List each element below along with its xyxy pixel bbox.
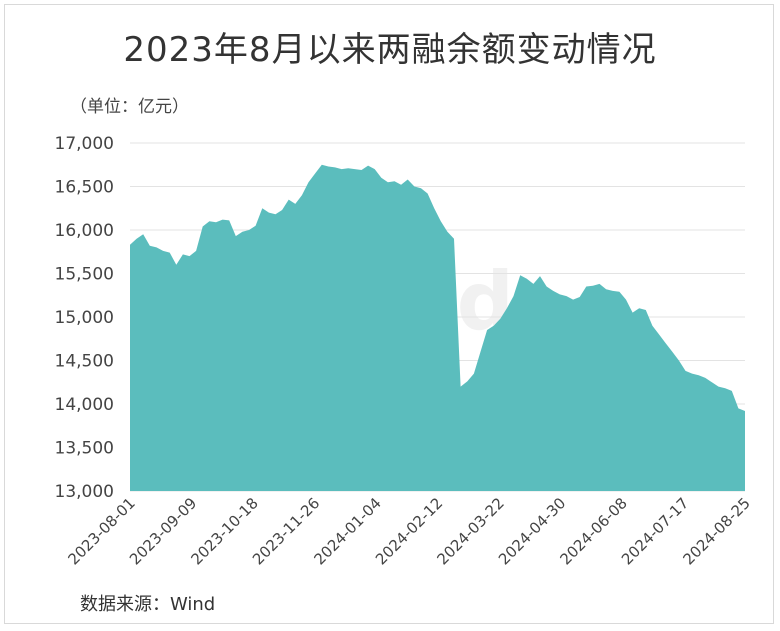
- y-tick-label: 16,500: [55, 178, 114, 198]
- margin-balance-area: [130, 164, 745, 492]
- source-note: 数据来源：Wind: [80, 594, 216, 615]
- chart-title: 2023年8月以来两融余额变动情况: [123, 30, 657, 70]
- y-tick-label: 13,000: [55, 482, 114, 502]
- area-series: [130, 164, 745, 492]
- y-tick-label: 15,500: [55, 265, 114, 285]
- y-tick-label: 13,500: [55, 439, 114, 459]
- y-tick-label: 14,000: [55, 395, 114, 415]
- y-tick-label: 15,000: [55, 308, 114, 328]
- y-axis: 13,000 13,500 14,000 14,500 15,000 15,500 16,0…: [55, 134, 114, 502]
- y-tick-label: 17,000: [55, 134, 114, 154]
- y-tick-label: 14,500: [55, 352, 114, 372]
- y-tick-label: 16,000: [55, 221, 114, 241]
- x-axis: 2023-08-012023-09-092023-10-182023-11-26…: [64, 494, 753, 568]
- unit-label: （单位：亿元）: [70, 97, 189, 117]
